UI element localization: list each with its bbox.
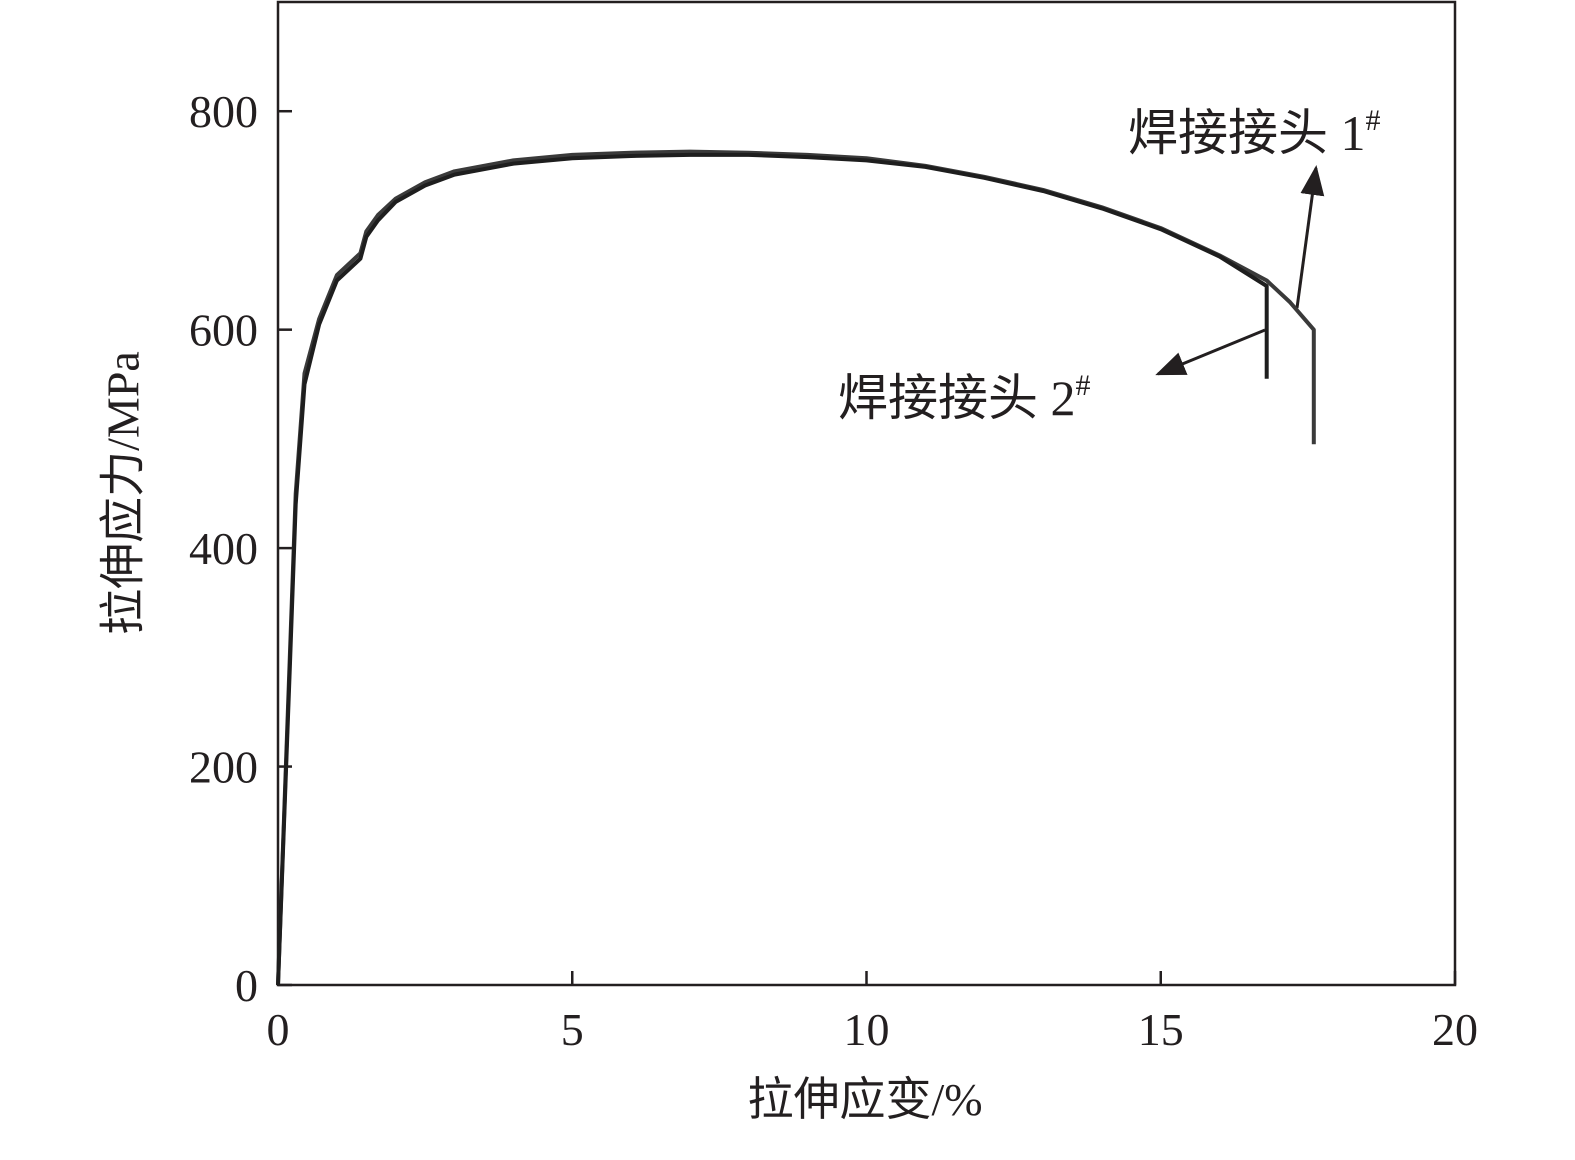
x-axis-label: 拉伸应变/% (747, 1074, 982, 1125)
series-label: 焊接接头 1# (1128, 104, 1381, 161)
series-line (276, 149, 1316, 986)
x-tick-label: 15 (1138, 1004, 1184, 1055)
y-tick-label: 800 (189, 86, 258, 137)
y-axis-label: 拉伸应力/MPa (98, 351, 149, 635)
x-tick-label: 5 (561, 1004, 584, 1055)
series-line (276, 152, 1269, 986)
x-tick-label: 0 (267, 1004, 290, 1055)
x-tick-label: 10 (844, 1004, 890, 1055)
y-tick-label: 400 (189, 523, 258, 574)
y-tick-label: 0 (235, 960, 258, 1011)
series-label: 焊接接头 2# (838, 369, 1091, 426)
annotation-arrow (1295, 165, 1325, 309)
x-tick-label: 20 (1432, 1004, 1478, 1055)
y-tick-label: 600 (189, 305, 258, 356)
y-tick-label: 200 (189, 742, 258, 793)
annotation-arrow (1155, 328, 1266, 376)
